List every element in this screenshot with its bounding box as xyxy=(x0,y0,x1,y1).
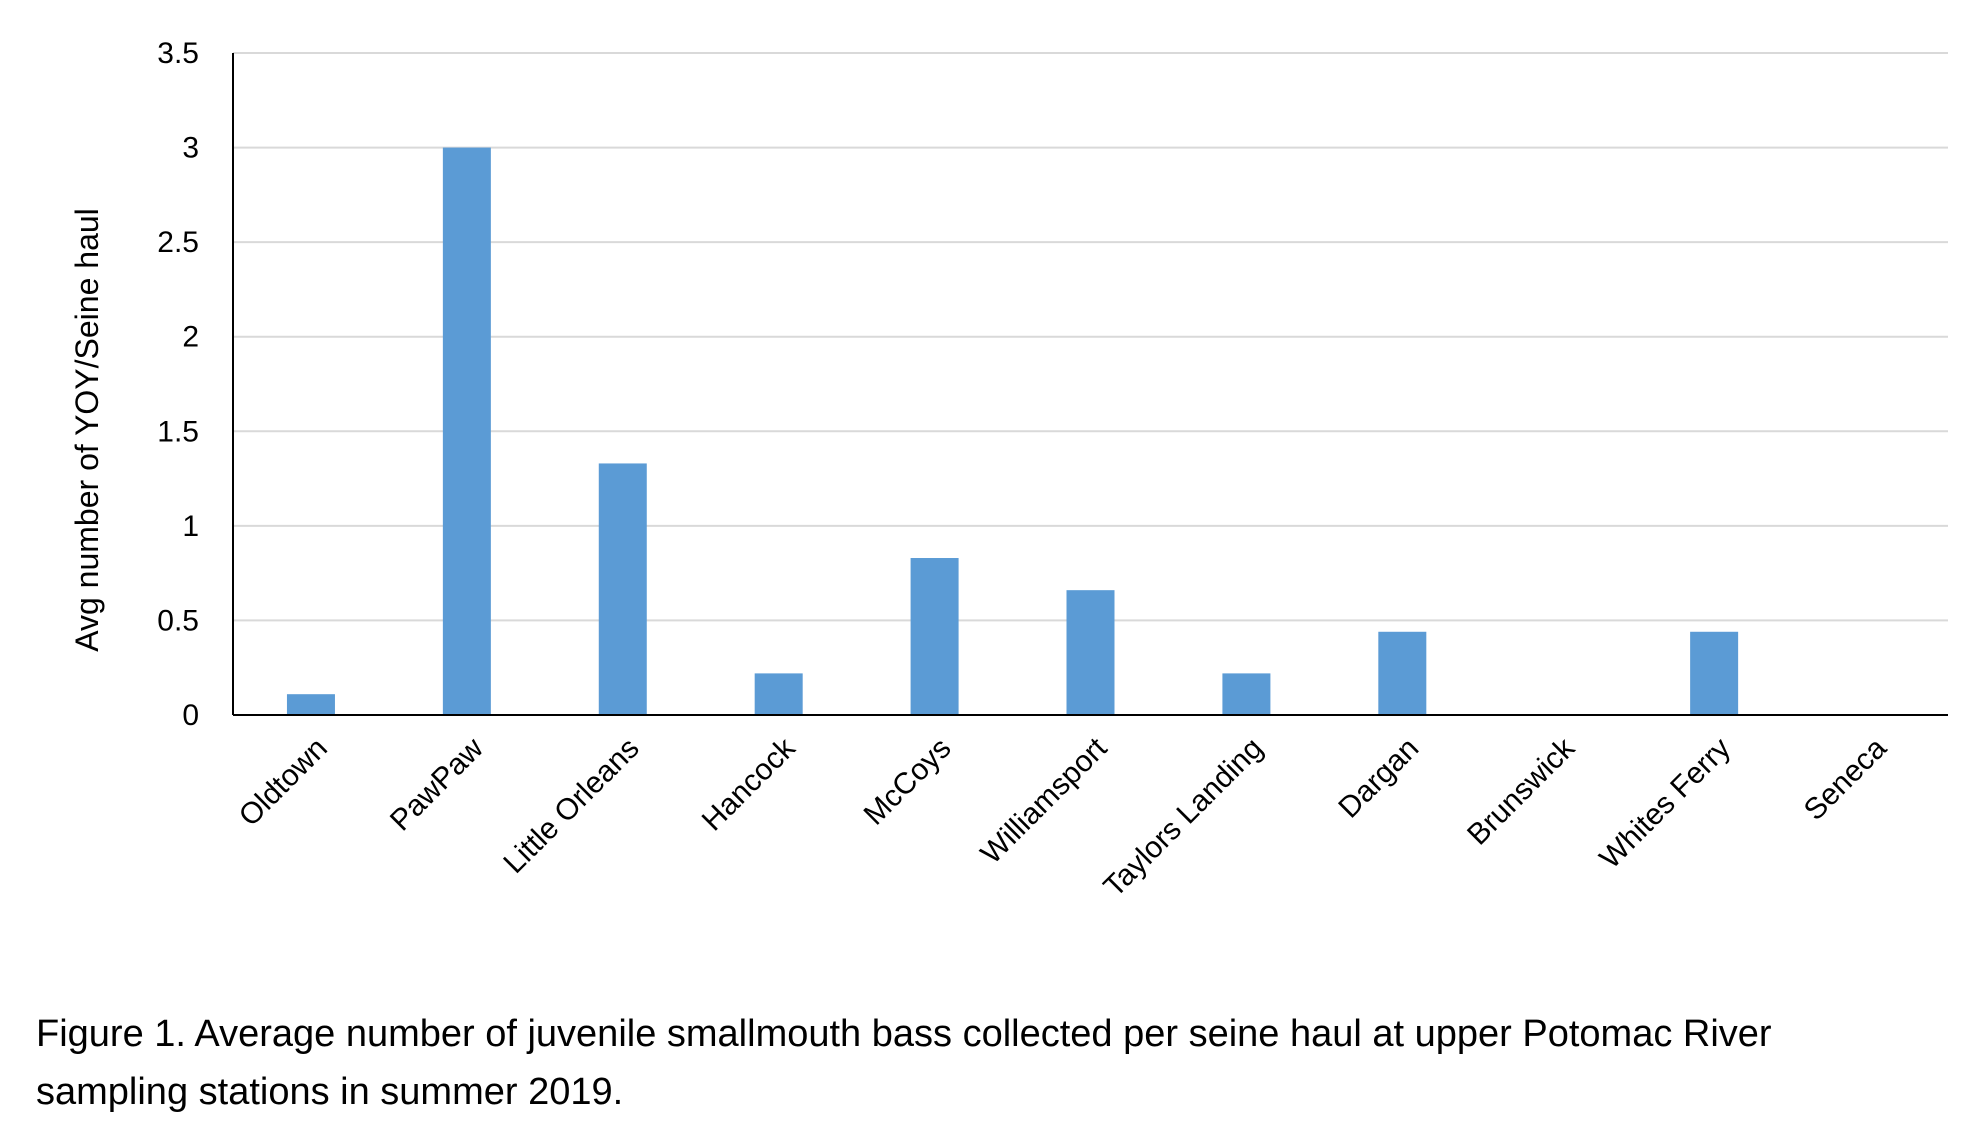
x-axis-ticks: Oldtown PawPaw Little Orleans Hancock McCoys… xyxy=(233,731,1893,904)
y-tick-label: 3 xyxy=(182,132,199,165)
bar-mccoys xyxy=(910,558,959,715)
x-tick-label: Seneca xyxy=(1798,731,1894,827)
x-tick-label: Whites Ferry xyxy=(1594,732,1738,876)
y-tick-label: 2.5 xyxy=(157,226,199,259)
bar-taylors-landing xyxy=(1222,673,1271,715)
x-tick-label: Brunswick xyxy=(1461,731,1582,852)
bar-chart: 0 0.5 1 1.5 2 2.5 3 3.5 Oldtown PawPaw Little Orl… xyxy=(69,37,1948,904)
bar-hancock xyxy=(754,673,803,715)
y-tick-label: 0 xyxy=(182,699,199,732)
y-tick-label: 1 xyxy=(182,510,199,543)
bar-oldtown xyxy=(286,694,335,715)
caption-line-1: Figure 1. Average number of juvenile sma… xyxy=(36,1013,1772,1055)
bar-pawpaw xyxy=(442,147,491,716)
x-tick-label: Oldtown xyxy=(233,732,334,833)
x-tick-label: Hancock xyxy=(696,731,803,838)
x-tick-label: Little Orleans xyxy=(497,732,645,880)
y-axis-label: Avg number of YOY/Seine haul xyxy=(69,208,105,652)
bar-dargan xyxy=(1378,631,1427,715)
x-tick-label: PawPaw xyxy=(384,731,490,837)
figure-caption: Figure 1. Average number of juvenile sma… xyxy=(36,1005,1966,1121)
caption-line-2: sampling stations in summer 2019. xyxy=(36,1071,624,1113)
bars xyxy=(286,147,1739,716)
x-tick-label: McCoys xyxy=(858,732,958,832)
bar-little-orleans xyxy=(598,463,647,715)
x-tick-label: Dargan xyxy=(1332,732,1425,825)
x-tick-label: Taylors Landing xyxy=(1097,732,1269,904)
y-tick-label: 1.5 xyxy=(157,415,199,448)
bar-whites-ferry xyxy=(1690,631,1739,715)
gridlines xyxy=(233,52,1948,622)
y-tick-label: 2 xyxy=(182,321,199,354)
x-tick-label: Williamsport xyxy=(975,731,1114,870)
y-tick-label: 0.5 xyxy=(157,604,199,637)
y-tick-label: 3.5 xyxy=(157,37,199,70)
y-axis-ticks: 0 0.5 1 1.5 2 2.5 3 3.5 xyxy=(157,37,199,732)
bar-williamsport xyxy=(1066,590,1115,715)
